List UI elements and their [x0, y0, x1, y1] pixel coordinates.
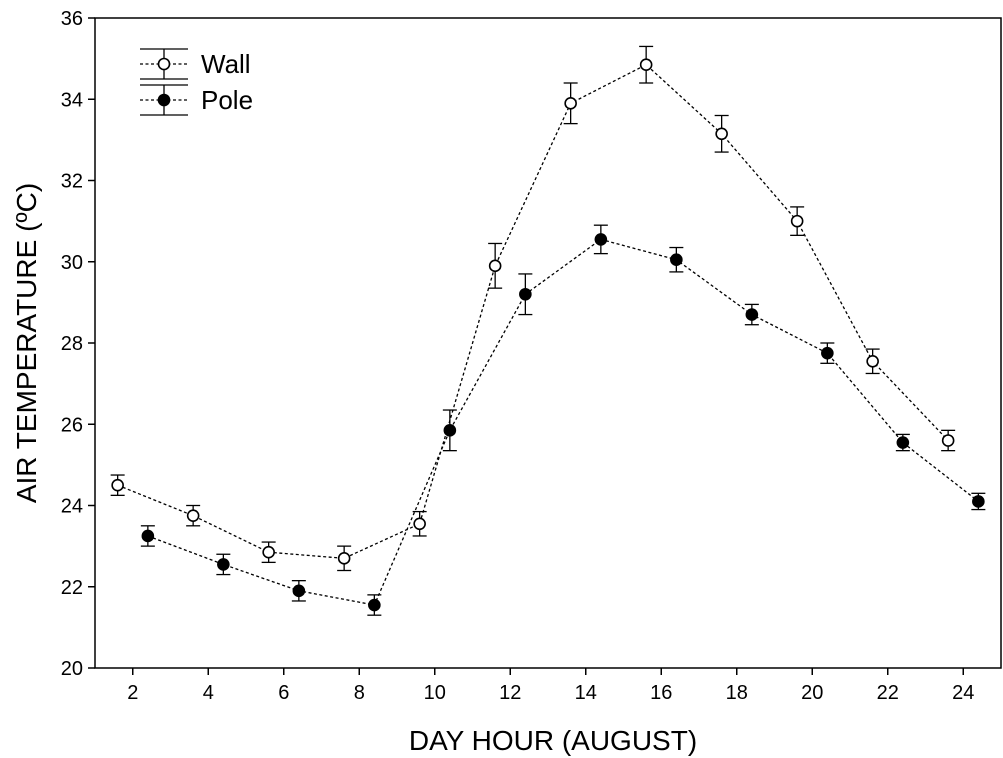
data-point	[866, 354, 879, 368]
data-point	[941, 434, 955, 447]
data-point	[639, 58, 653, 72]
data-point	[186, 509, 200, 522]
legend-entry-wall: Wall	[140, 48, 251, 80]
plot-frame	[94, 17, 1002, 669]
y-tick-label: 28	[61, 333, 83, 355]
series-line	[147, 238, 979, 606]
y-tick-label: 26	[61, 414, 83, 436]
data-point	[670, 253, 683, 267]
plot-area	[94, 17, 1002, 669]
data-series	[110, 45, 986, 616]
x-tick-label: 18	[726, 682, 748, 704]
y-tick-label: 20	[61, 658, 83, 680]
data-point	[896, 436, 910, 449]
data-point	[745, 308, 759, 321]
legend-marker	[157, 57, 171, 71]
y-axis-title: AIR TEMPERATURE (ºC)	[11, 183, 42, 503]
x-tick-label: 8	[354, 682, 365, 704]
x-tick-label: 10	[424, 682, 446, 704]
legend-marker	[157, 93, 171, 107]
data-point	[141, 529, 155, 543]
data-point	[594, 233, 608, 246]
x-axis-title: DAY HOUR (AUGUST)	[409, 725, 697, 756]
y-tick-label: 32	[61, 171, 83, 193]
data-point	[972, 495, 985, 508]
data-point	[821, 346, 834, 360]
y-tick-label: 24	[61, 496, 83, 518]
data-point	[413, 517, 426, 531]
series-wall	[110, 45, 956, 572]
legend-label: Wall	[201, 49, 251, 79]
data-point	[368, 598, 381, 612]
data-point	[292, 584, 306, 598]
y-tick-label: 34	[61, 89, 83, 111]
data-point	[337, 552, 351, 565]
x-tick-label: 4	[203, 682, 214, 704]
legend-label: Pole	[201, 85, 253, 115]
y-tick-label: 22	[61, 577, 83, 599]
x-tick-label: 16	[650, 682, 672, 704]
data-point	[519, 287, 532, 301]
series-pole	[140, 224, 986, 616]
data-point	[488, 259, 502, 273]
data-point	[564, 97, 577, 110]
x-tick-label: 20	[801, 682, 823, 704]
x-tick-label: 12	[499, 682, 521, 704]
x-tick-label: 2	[127, 682, 138, 704]
x-tick-label: 22	[877, 682, 899, 704]
x-tick-label: 24	[952, 682, 974, 704]
legend-entry-pole: Pole	[140, 84, 253, 116]
x-tick-label: 6	[278, 682, 289, 704]
data-point	[217, 558, 230, 571]
y-tick-label: 36	[61, 8, 83, 30]
y-tick-label: 30	[61, 252, 83, 274]
data-point	[111, 478, 124, 492]
data-point	[715, 127, 728, 141]
data-point	[443, 424, 457, 437]
x-tick-label: 14	[575, 682, 597, 704]
legend: Wall Pole	[140, 48, 253, 116]
series-line	[117, 63, 949, 559]
data-point	[262, 545, 275, 559]
data-point	[790, 214, 804, 228]
